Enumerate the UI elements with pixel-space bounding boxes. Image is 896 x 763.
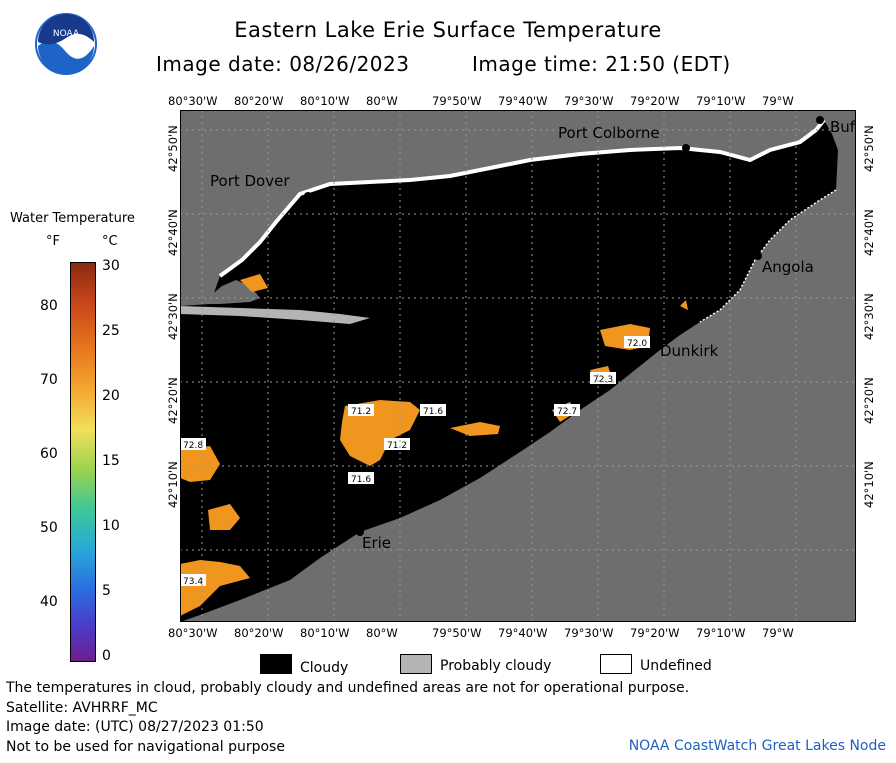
longitude-label: 80°W bbox=[366, 626, 398, 640]
temp-label: 72.7 bbox=[557, 407, 577, 417]
longitude-label: 79°20'W bbox=[630, 94, 680, 108]
latitude-label: 42°20'N bbox=[862, 377, 876, 424]
fahrenheit-tick: 50 bbox=[40, 520, 58, 536]
temp-label: 72.3 bbox=[593, 375, 613, 385]
celsius-tick: 25 bbox=[102, 323, 120, 339]
longitude-label: 79°10'W bbox=[696, 94, 746, 108]
place-port-dover: Port Dover bbox=[210, 172, 290, 190]
temp-label: 72.0 bbox=[627, 339, 647, 349]
place-markers bbox=[304, 116, 834, 536]
longitude-label: 80°10'W bbox=[300, 94, 350, 108]
satellite-info: Satellite: AVHRRF_MC bbox=[6, 700, 158, 716]
operational-note: The temperatures in cloud, probably clou… bbox=[6, 680, 690, 696]
longitude-label: 79°40'W bbox=[498, 94, 548, 108]
fahrenheit-tick: 80 bbox=[40, 298, 58, 314]
image-time: Image time: 21:50 (EDT) bbox=[472, 52, 731, 76]
latitude-label: 42°40'N bbox=[862, 209, 876, 256]
latitude-label: 42°10'N bbox=[862, 461, 876, 508]
temp-label: 73.4 bbox=[183, 577, 203, 587]
credit-link[interactable]: NOAA CoastWatch Great Lakes Node bbox=[628, 738, 886, 754]
temp-label: 71.6 bbox=[423, 407, 443, 417]
graticule bbox=[180, 110, 856, 622]
temp-label: 71.2 bbox=[351, 407, 371, 417]
latitude-label: 42°50'N bbox=[166, 125, 180, 172]
longitude-label: 79°50'W bbox=[432, 626, 482, 640]
map-canvas: 72.0 72.3 72.7 71.2 71.6 71.2 71.6 72.8 … bbox=[180, 110, 856, 622]
temp-label: 71.2 bbox=[387, 441, 407, 451]
temp-label: 71.6 bbox=[351, 475, 371, 485]
swatch-cloudy bbox=[260, 654, 292, 674]
latitude-label: 42°30'N bbox=[166, 293, 180, 340]
celsius-tick: 5 bbox=[102, 583, 111, 599]
unit-fahrenheit: °F bbox=[46, 234, 60, 249]
lake-cloud-area bbox=[180, 120, 838, 622]
temp-label: 72.8 bbox=[183, 441, 203, 451]
legend-title: Water Temperature bbox=[10, 211, 135, 226]
latitude-label: 42°20'N bbox=[166, 377, 180, 424]
key-undefined: Undefined bbox=[640, 658, 712, 674]
place-port-colborne: Port Colborne bbox=[558, 124, 660, 142]
latitude-label: 42°40'N bbox=[166, 209, 180, 256]
longitude-label: 79°30'W bbox=[564, 626, 614, 640]
longitude-label: 80°20'W bbox=[234, 94, 284, 108]
celsius-tick: 10 bbox=[102, 518, 120, 534]
celsius-tick: 0 bbox=[102, 648, 111, 664]
map-border bbox=[180, 110, 856, 622]
image-date: Image date: 08/26/2023 bbox=[156, 52, 410, 76]
celsius-tick: 20 bbox=[102, 388, 120, 404]
longitude-label: 80°10'W bbox=[300, 626, 350, 640]
place-erie: Erie bbox=[362, 534, 391, 552]
celsius-tick: 30 bbox=[102, 258, 120, 274]
key-probably-cloudy: Probably cloudy bbox=[440, 658, 552, 674]
longitude-label: 79°W bbox=[762, 626, 794, 640]
longitude-label: 80°20'W bbox=[234, 626, 284, 640]
longitude-label: 79°W bbox=[762, 94, 794, 108]
page-title: Eastern Lake Erie Surface Temperature bbox=[234, 18, 662, 42]
swatch-undefined bbox=[600, 654, 632, 674]
longitude-label: 79°50'W bbox=[432, 94, 482, 108]
longitude-label: 79°20'W bbox=[630, 626, 680, 640]
temperature-colorbar bbox=[70, 262, 96, 662]
place-buffalo: Buf bbox=[830, 118, 856, 136]
fahrenheit-tick: 40 bbox=[40, 594, 58, 610]
navigation-warning: Not to be used for navigational purpose bbox=[6, 739, 285, 755]
latitude-label: 42°10'N bbox=[166, 461, 180, 508]
temperature-readings: 72.0 72.3 72.7 71.2 71.6 71.2 71.6 72.8 … bbox=[180, 336, 650, 587]
logo-text: NOAA bbox=[53, 29, 80, 39]
fahrenheit-tick: 70 bbox=[40, 372, 58, 388]
place-dunkirk: Dunkirk bbox=[660, 342, 719, 360]
longitude-label: 79°30'W bbox=[564, 94, 614, 108]
utc-date: Image date: (UTC) 08/27/2023 01:50 bbox=[6, 719, 264, 735]
swatch-probably-cloudy bbox=[400, 654, 432, 674]
place-angola: Angola bbox=[762, 258, 814, 276]
latitude-label: 42°50'N bbox=[862, 125, 876, 172]
latitude-label: 42°30'N bbox=[862, 293, 876, 340]
longitude-label: 80°30'W bbox=[168, 626, 218, 640]
undefined-south-shore bbox=[699, 189, 837, 323]
longitude-label: 79°40'W bbox=[498, 626, 548, 640]
key-cloudy: Cloudy bbox=[300, 660, 349, 676]
longitude-label: 79°10'W bbox=[696, 626, 746, 640]
celsius-tick: 15 bbox=[102, 453, 120, 469]
fahrenheit-tick: 60 bbox=[40, 446, 58, 462]
longitude-label: 80°W bbox=[366, 94, 398, 108]
unit-celsius: °C bbox=[102, 234, 118, 249]
noaa-logo: NOAA bbox=[35, 13, 97, 75]
long-point-peninsula bbox=[180, 306, 370, 324]
longitude-label: 80°30'W bbox=[168, 94, 218, 108]
undefined-shoreline bbox=[218, 118, 826, 278]
